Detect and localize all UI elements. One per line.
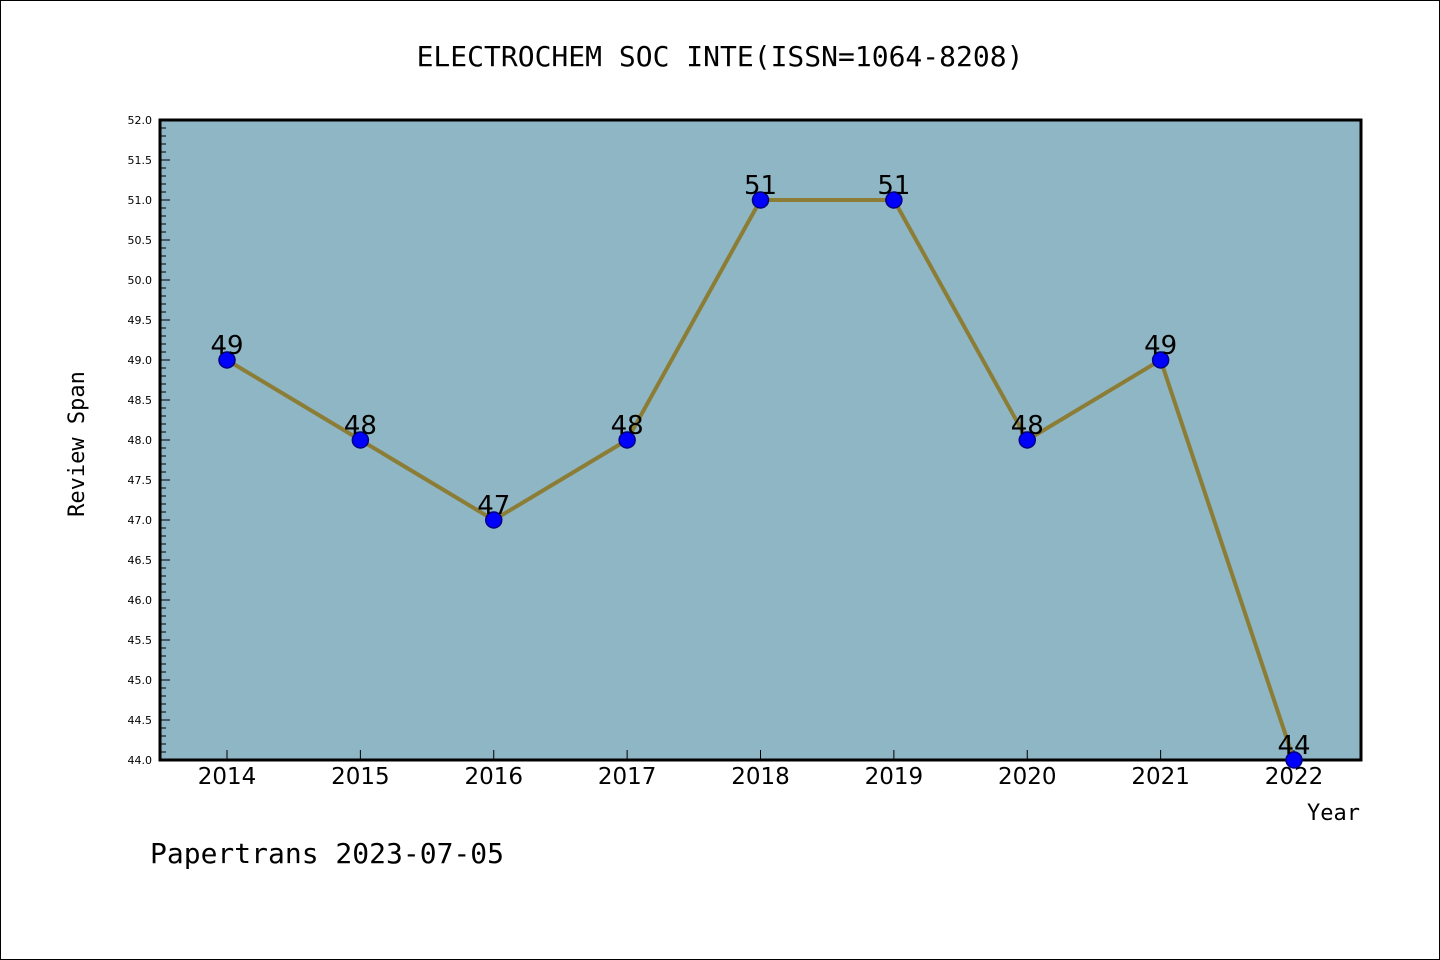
series-line-segment — [225, 358, 363, 442]
series-points-group — [218, 191, 1303, 769]
y-tick-label: 46.5 — [128, 554, 153, 567]
series-line-segment — [1158, 358, 1296, 762]
y-tick-label: 44.5 — [128, 714, 153, 727]
y-tick-label: 48.0 — [128, 434, 153, 447]
y-axis-label: Review Span — [65, 371, 90, 517]
series-line-segment — [1025, 358, 1163, 442]
y-tick-label: 49.5 — [128, 314, 153, 327]
y-tick-label: 50.5 — [128, 234, 153, 247]
data-point-marker — [618, 431, 636, 449]
x-tick-label: 2015 — [331, 764, 390, 790]
data-point-marker — [1018, 431, 1036, 449]
y-tick-label: 46.0 — [128, 594, 153, 607]
x-tick-label: 2017 — [598, 764, 657, 790]
y-tick-label: 51.0 — [128, 194, 153, 207]
data-point-label: 47 — [477, 491, 510, 521]
y-tick-label: 49.0 — [128, 354, 153, 367]
data-point-label: 44 — [1277, 731, 1310, 761]
data-point-marker — [751, 191, 770, 209]
y-axis-ticks: 44.0 44.5 45.0 45.5 46.0 46.5 47.0 47.5 48.0 48.5… — [128, 114, 170, 767]
y-tick-label: 48.5 — [128, 394, 153, 407]
y-tick-label: 47.0 — [128, 514, 153, 527]
series-line-segment — [625, 198, 763, 442]
data-point-label: 49 — [1144, 331, 1177, 361]
x-tick-label: 2018 — [731, 764, 790, 790]
x-tick-label: 2019 — [865, 764, 924, 790]
x-tick-label: 2020 — [998, 764, 1057, 790]
series-line-segment — [891, 198, 1030, 442]
data-labels-group: 49 48 47 48 51 51 48 49 44 — [210, 171, 1310, 761]
data-point-marker — [1285, 751, 1303, 769]
y-tick-label: 45.0 — [128, 674, 153, 687]
data-point-label: 48 — [611, 411, 644, 441]
y-tick-label: 50.0 — [128, 274, 153, 287]
series-line-segment — [491, 438, 630, 522]
x-tick-label: 2014 — [198, 764, 257, 790]
x-axis-label: Year — [1307, 801, 1360, 826]
data-point-marker — [218, 351, 236, 369]
y-tick-label: 52.0 — [128, 114, 153, 127]
x-tick-label: 2016 — [464, 764, 523, 790]
y-tick-label: 44.0 — [128, 754, 153, 767]
data-point-label: 51 — [877, 171, 910, 201]
data-point-marker — [885, 191, 903, 209]
data-point-label: 49 — [210, 331, 243, 361]
data-point-marker — [485, 511, 503, 529]
x-tick-label: 2021 — [1131, 764, 1190, 790]
y-tick-label: 47.5 — [128, 474, 153, 487]
data-point-marker — [1151, 351, 1170, 369]
data-point-marker — [351, 431, 370, 449]
series-line-group — [225, 198, 1296, 762]
plot-area — [158, 118, 1363, 762]
y-tick-label: 51.5 — [128, 154, 153, 167]
data-point-label: 48 — [1011, 411, 1044, 441]
footer-credit: Papertrans 2023-07-05 — [150, 837, 504, 870]
data-point-label: 48 — [344, 411, 377, 441]
y-tick-label: 45.5 — [128, 634, 153, 647]
data-point-label: 51 — [744, 171, 777, 201]
chart-title: ELECTROCHEM SOC INTE(ISSN=1064-8208) — [417, 40, 1024, 73]
series-line-segment — [358, 438, 496, 522]
